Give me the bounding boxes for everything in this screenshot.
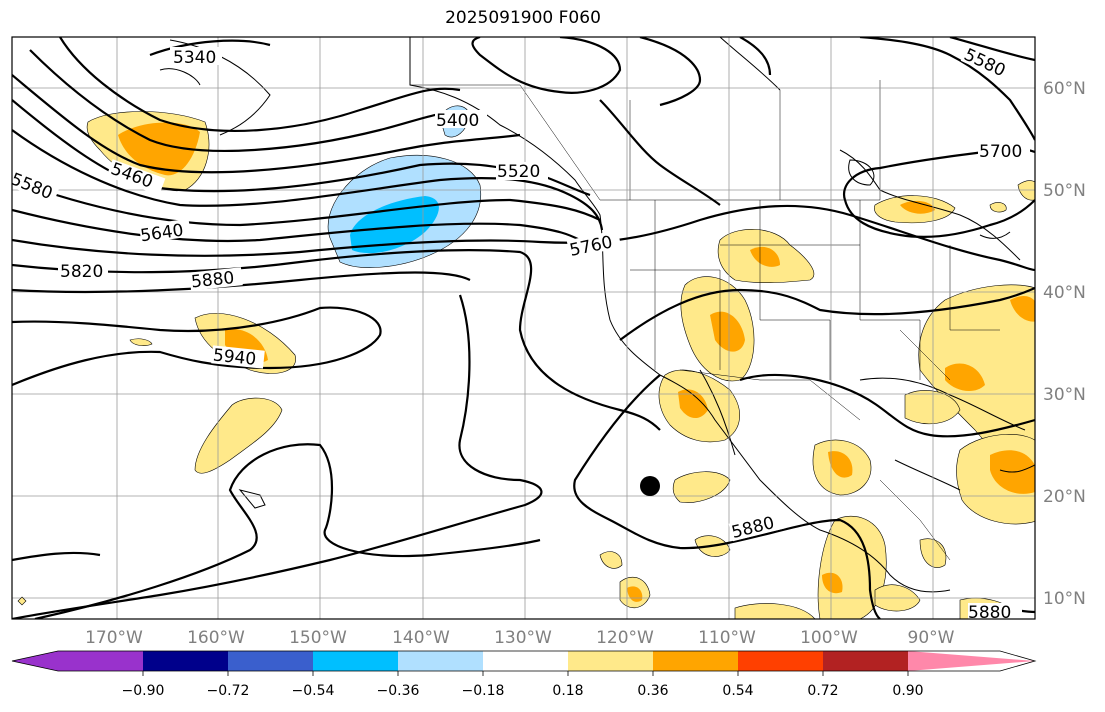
contour-label-5580-east: 5580 — [961, 45, 1009, 81]
colorbar-segment-9 — [738, 651, 823, 671]
height-contours — [12, 37, 1035, 619]
coastlines — [159, 37, 1035, 593]
lon-label-130w: 130°W — [494, 628, 552, 648]
colorbar-segment-8 — [653, 651, 738, 671]
lat-label-30n: 30°N — [1043, 385, 1086, 405]
lat-label-50n: 50°N — [1043, 181, 1086, 201]
colorbar-segment-10 — [823, 651, 908, 671]
colorbar-tick-label: 0.36 — [637, 683, 668, 699]
colorbar-segment-6 — [483, 651, 568, 671]
lat-label-40n: 40°N — [1043, 283, 1086, 303]
colorbar-segment-5 — [398, 651, 483, 671]
longitude-axis: 170°W 160°W 150°W 140°W 130°W 120°W 110°… — [85, 628, 955, 648]
contour-label-5640: 5640 — [139, 221, 185, 247]
colorbar-segment-11 — [908, 651, 1035, 671]
colorbar-tick-label: −0.36 — [377, 683, 420, 699]
lon-label-120w: 120°W — [596, 628, 654, 648]
colorbar-tick-label: 0.18 — [552, 683, 583, 699]
contour-label-5340: 5340 — [173, 48, 216, 68]
colorbar-tick-label: −0.18 — [462, 683, 505, 699]
lon-label-170w: 170°W — [85, 628, 143, 648]
colorbar-segment-7 — [568, 651, 653, 671]
storm-center-dot — [640, 476, 660, 496]
colorbar-tick-label: 0.72 — [807, 683, 838, 699]
contour-labels: 5340 5460 5580 5640 5820 5880 5940 5400 … — [8, 44, 1030, 623]
colorbar-tick-label: −0.54 — [292, 683, 335, 699]
contour-label-5580: 5580 — [8, 169, 56, 204]
contour-label-5880-corner: 5880 — [968, 603, 1011, 623]
contour-label-5820: 5820 — [60, 262, 103, 282]
lat-label-60n: 60°N — [1043, 79, 1086, 99]
colorbar-segment-3 — [228, 651, 313, 671]
colorbar-segment-0 — [12, 651, 58, 671]
map-title: 2025091900 F060 — [445, 8, 601, 28]
political-borders — [410, 80, 1000, 561]
lat-label-10n: 10°N — [1043, 589, 1086, 609]
colorbar-tick-label: −0.72 — [207, 683, 250, 699]
lon-label-100w: 100°W — [800, 628, 858, 648]
lon-label-140w: 140°W — [392, 628, 450, 648]
lon-label-150w: 150°W — [289, 628, 347, 648]
colorbar-segment-2 — [143, 651, 228, 671]
contour-label-5700: 5700 — [979, 142, 1022, 162]
colorbar-tick-label: 0.54 — [722, 683, 753, 699]
contour-label-5940: 5940 — [212, 345, 257, 369]
contour-label-5400: 5400 — [436, 111, 479, 131]
contour-label-5880: 5880 — [190, 268, 235, 292]
colorbar-tick-label: −0.90 — [122, 683, 165, 699]
latitude-axis: 60°N 50°N 40°N 30°N 20°N 10°N — [1043, 79, 1086, 609]
lon-label-160w: 160°W — [187, 628, 245, 648]
lon-label-110w: 110°W — [698, 628, 756, 648]
colorbar-segment-4 — [313, 651, 398, 671]
colorbar-tick-label: 0.90 — [892, 683, 923, 699]
lat-label-20n: 20°N — [1043, 487, 1086, 507]
lon-label-90w: 90°W — [908, 628, 955, 648]
colorbar-segment-1 — [58, 651, 143, 671]
colorbar: −0.90 −0.72 −0.54 −0.36 −0.18 0.18 0.36 … — [11, 650, 1037, 699]
map-frame — [11, 36, 1036, 620]
contour-label-5520: 5520 — [497, 162, 540, 182]
